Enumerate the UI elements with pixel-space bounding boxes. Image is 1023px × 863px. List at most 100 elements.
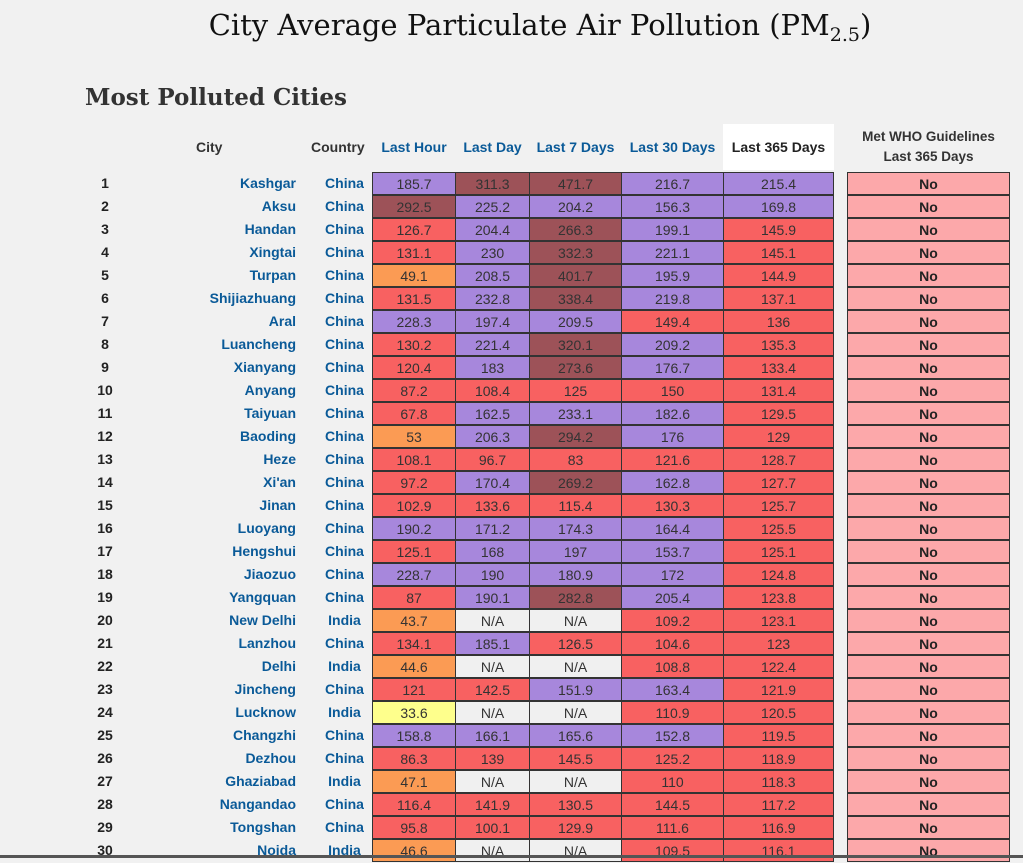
last-day-cell: 185.1	[455, 632, 530, 655]
country-link[interactable]: China	[325, 727, 364, 743]
horizontal-scrollbar[interactable]	[0, 855, 1023, 858]
country-link[interactable]: India	[328, 704, 361, 720]
country-link[interactable]: India	[328, 842, 361, 858]
city-link[interactable]: Lucknow	[235, 704, 296, 720]
last-30-days-cell: 149.4	[621, 310, 724, 333]
country-link[interactable]: China	[325, 589, 364, 605]
city-link[interactable]: Yangquan	[229, 589, 296, 605]
header-last-7-days[interactable]: Last 7 Days	[536, 139, 615, 155]
last-7-days-cell: 401.7	[529, 264, 622, 287]
city-link[interactable]: Xi'an	[263, 474, 296, 490]
country-link[interactable]: China	[325, 405, 364, 421]
last-day-cell: 141.9	[455, 793, 530, 816]
city-link[interactable]: Tongshan	[230, 819, 296, 835]
country-link[interactable]: China	[325, 796, 364, 812]
country-link[interactable]: China	[325, 175, 364, 191]
country-link[interactable]: China	[325, 290, 364, 306]
rank-cell: 4	[101, 244, 109, 260]
country-link[interactable]: China	[325, 451, 364, 467]
city-link[interactable]: New Delhi	[229, 612, 296, 628]
last-hour-cell: 43.7	[372, 609, 456, 632]
country-link[interactable]: China	[325, 474, 364, 490]
header-last-365-days[interactable]: Last 365 Days	[723, 124, 834, 170]
last-7-days-cell: 165.6	[529, 724, 622, 747]
country-link[interactable]: China	[325, 313, 364, 329]
rank-cell: 7	[101, 313, 109, 329]
city-link[interactable]: Ghaziabad	[225, 773, 296, 789]
last-365-days-cell: 129.5	[723, 402, 834, 425]
city-link[interactable]: Taiyuan	[244, 405, 296, 421]
last-30-days-cell: 221.1	[621, 241, 724, 264]
last-hour-cell: 134.1	[372, 632, 456, 655]
country-link[interactable]: China	[325, 198, 364, 214]
city-link[interactable]: Jiaozuo	[243, 566, 296, 582]
city-link[interactable]: Shijiazhuang	[209, 290, 296, 306]
city-link[interactable]: Noida	[257, 842, 296, 858]
header-last-30-days[interactable]: Last 30 Days	[629, 139, 716, 155]
header-last-day[interactable]: Last Day	[463, 139, 522, 155]
city-link[interactable]: Luoyang	[237, 520, 296, 536]
city-link[interactable]: Delhi	[261, 658, 296, 674]
city-link[interactable]: Baoding	[240, 428, 296, 444]
country-link[interactable]: China	[325, 221, 364, 237]
country-link[interactable]: China	[325, 336, 364, 352]
city-link[interactable]: Kashgar	[239, 175, 296, 191]
country-link[interactable]: China	[325, 428, 364, 444]
last-day-cell: 171.2	[455, 517, 530, 540]
last-30-days-cell: 150	[621, 379, 724, 402]
page-title: City Average Particulate Air Pollution (…	[0, 8, 1023, 46]
country-link[interactable]: China	[325, 244, 364, 260]
city-link[interactable]: Xianyang	[233, 359, 296, 375]
who-status-cell: No	[847, 655, 1010, 678]
city-link[interactable]: Luancheng	[221, 336, 296, 352]
city-link[interactable]: Hengshui	[232, 543, 296, 559]
city-link[interactable]: Anyang	[244, 382, 296, 398]
header-last-hour[interactable]: Last Hour	[381, 139, 447, 155]
country-link[interactable]: China	[325, 681, 364, 697]
country-link[interactable]: China	[325, 497, 364, 513]
city-link[interactable]: Heze	[263, 451, 296, 467]
city-link[interactable]: Aral	[268, 313, 296, 329]
country-link[interactable]: India	[328, 612, 361, 628]
last-30-days-cell: 125.2	[621, 747, 724, 770]
last-365-days-cell: 123.8	[723, 586, 834, 609]
who-status-cell: No	[847, 310, 1010, 333]
last-365-days-cell: 119.5	[723, 724, 834, 747]
rank-cell: 12	[97, 428, 113, 444]
who-status-cell: No	[847, 471, 1010, 494]
last-hour-cell: 190.2	[372, 517, 456, 540]
city-link[interactable]: Lanzhou	[238, 635, 296, 651]
city-link[interactable]: Changzhi	[233, 727, 296, 743]
who-status-cell: No	[847, 264, 1010, 287]
city-link[interactable]: Xingtai	[249, 244, 296, 260]
last-30-days-cell: 182.6	[621, 402, 724, 425]
last-30-days-cell: 176.7	[621, 356, 724, 379]
country-link[interactable]: China	[325, 750, 364, 766]
table-row: 30 Noida India 46.6 N/A N/A 109.5 116.1 No	[0, 839, 1023, 862]
city-link[interactable]: Turpan	[249, 267, 296, 283]
city-link[interactable]: Dezhou	[245, 750, 296, 766]
country-link[interactable]: India	[328, 658, 361, 674]
header-who-guidelines: Met WHO Guidelines Last 365 Days	[847, 124, 1010, 170]
country-link[interactable]: China	[325, 819, 364, 835]
last-day-cell: 108.4	[455, 379, 530, 402]
last-365-days-cell: 131.4	[723, 379, 834, 402]
country-link[interactable]: China	[325, 520, 364, 536]
city-link[interactable]: Jincheng	[234, 681, 296, 697]
country-link[interactable]: China	[325, 359, 364, 375]
country-link[interactable]: China	[325, 635, 364, 651]
last-365-days-cell: 125.1	[723, 540, 834, 563]
country-link[interactable]: India	[328, 773, 361, 789]
table-row: 11 Taiyuan China 67.8 162.5 233.1 182.6 129.5 No	[0, 402, 1023, 425]
table-row: 15 Jinan China 102.9 133.6 115.4 130.3 125.7 No	[0, 494, 1023, 517]
last-hour-cell: 126.7	[372, 218, 456, 241]
city-link[interactable]: Nangandao	[219, 796, 296, 812]
city-link[interactable]: Aksu	[261, 198, 296, 214]
country-link[interactable]: China	[325, 566, 364, 582]
last-365-days-cell: 118.3	[723, 770, 834, 793]
country-link[interactable]: China	[325, 382, 364, 398]
country-link[interactable]: China	[325, 267, 364, 283]
city-link[interactable]: Handan	[244, 221, 296, 237]
city-link[interactable]: Jinan	[259, 497, 296, 513]
country-link[interactable]: China	[325, 543, 364, 559]
